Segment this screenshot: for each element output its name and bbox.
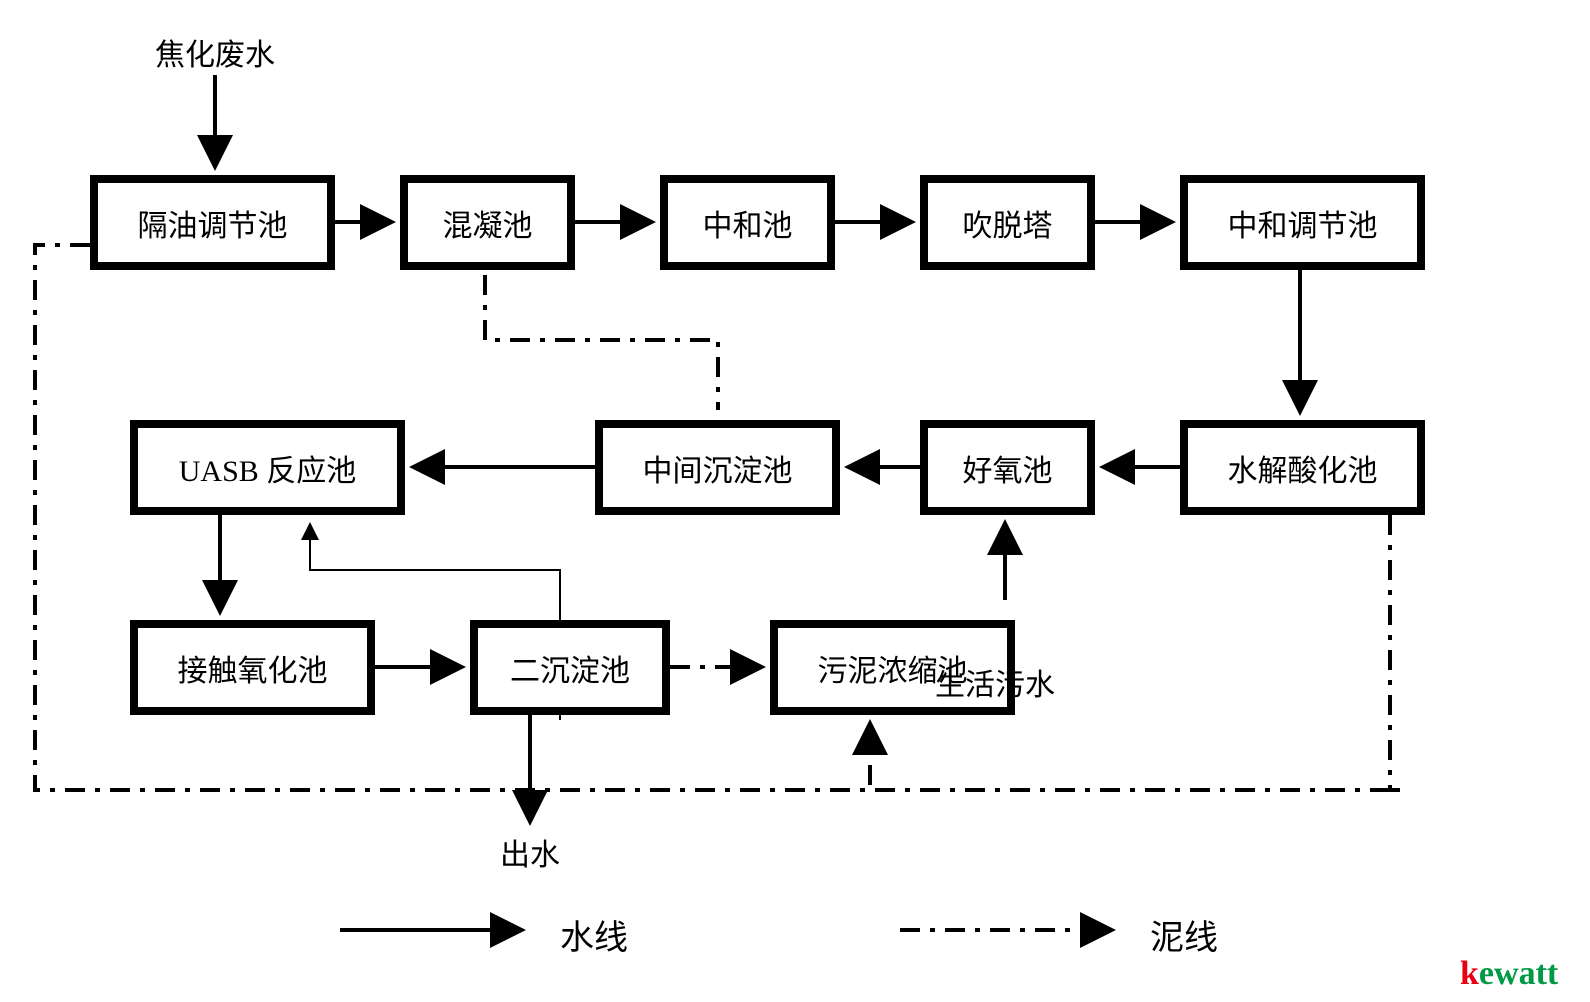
watermark-k-letter: k bbox=[1460, 955, 1479, 992]
watermark-rest: ewatt bbox=[1479, 955, 1558, 992]
node-oil-separation-tank: 隔油调节池 bbox=[90, 175, 335, 270]
node-stripping-tower: 吹脱塔 bbox=[920, 175, 1095, 270]
node-coagulation-tank: 混凝池 bbox=[400, 175, 575, 270]
label-output-water: 出水 bbox=[500, 830, 560, 874]
legend-label-water-line: 水线 bbox=[560, 910, 628, 959]
label-input-wastewater: 焦化废水 bbox=[155, 30, 275, 74]
watermark-kewatt: kewatt bbox=[1460, 955, 1558, 993]
node-hydrolysis-tank: 水解酸化池 bbox=[1180, 420, 1425, 515]
node-contact-oxidation-tank: 接触氧化池 bbox=[130, 620, 375, 715]
node-secondary-sed-tank: 二沉淀池 bbox=[470, 620, 670, 715]
legend-label-mud-line: 泥线 bbox=[1150, 910, 1218, 959]
label-domestic-sewage: 生活污水 bbox=[935, 660, 1055, 704]
node-neutral-adjust-tank: 中和调节池 bbox=[1180, 175, 1425, 270]
node-neutralization-tank: 中和池 bbox=[660, 175, 835, 270]
node-uasb-reactor: UASB 反应池 bbox=[130, 420, 405, 515]
node-intermediate-sed-tank: 中间沉淀池 bbox=[595, 420, 840, 515]
node-aerobic-tank: 好氧池 bbox=[920, 420, 1095, 515]
